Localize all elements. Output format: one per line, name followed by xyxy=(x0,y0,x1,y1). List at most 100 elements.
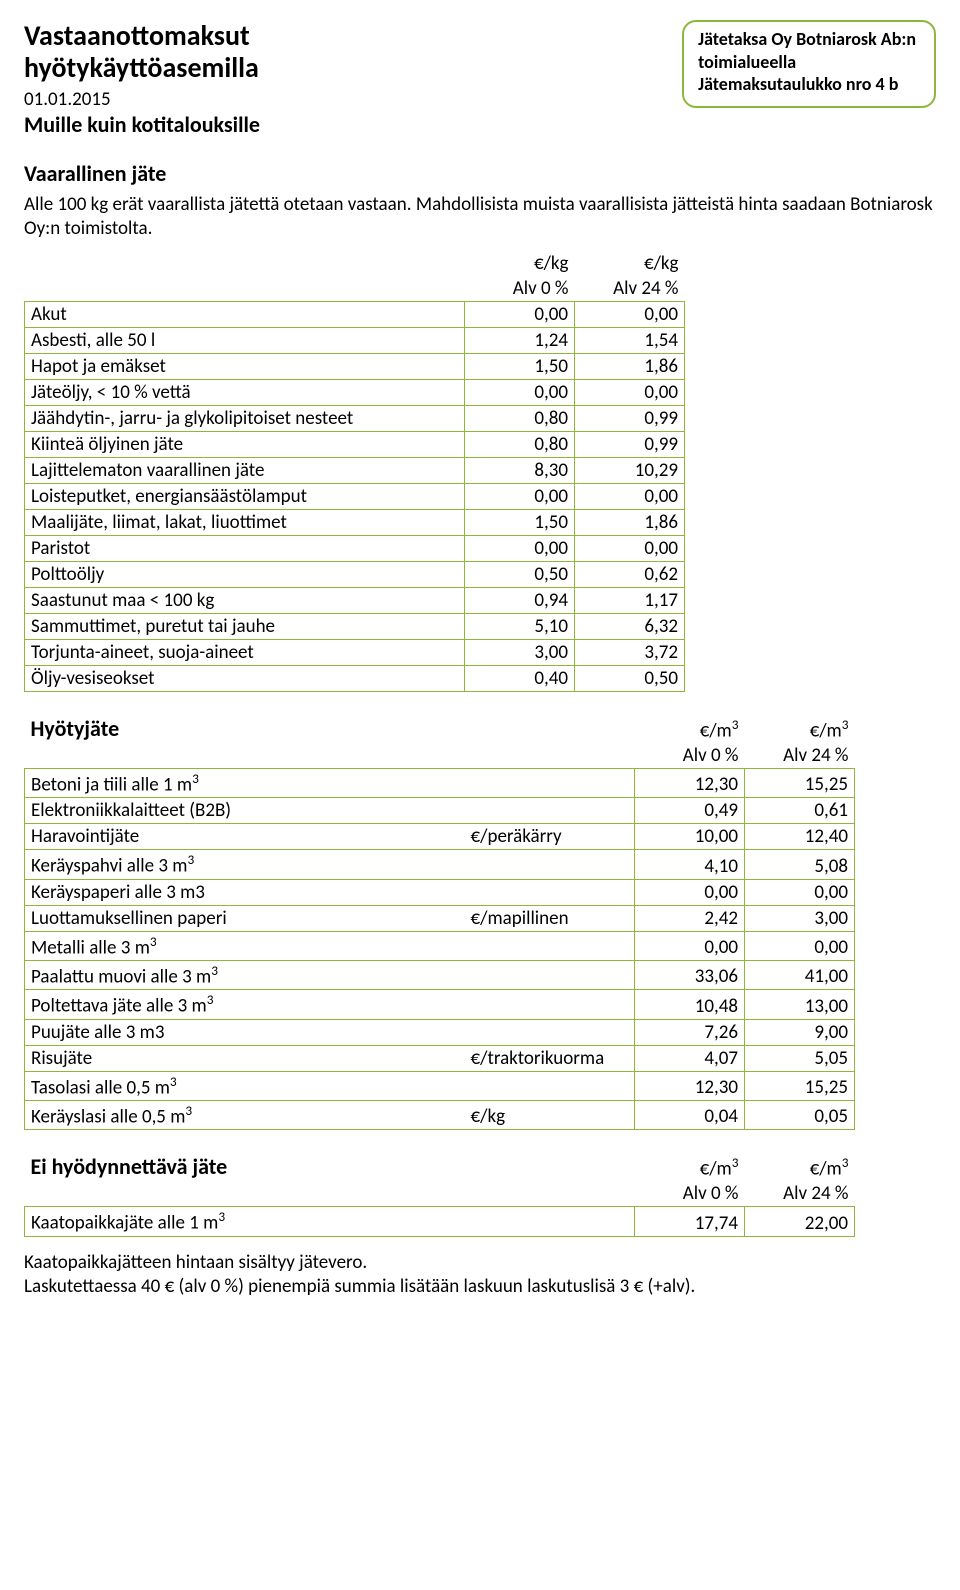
row-val2: 15,25 xyxy=(745,768,855,797)
alv-row: Alv 0 % Alv 24 % xyxy=(25,743,855,769)
unit1: €/m3 xyxy=(635,714,745,743)
row-extra xyxy=(465,879,635,905)
table-row: Keräyspahvi alle 3 m34,105,08 xyxy=(25,850,855,879)
row-val1: 3,00 xyxy=(465,639,575,665)
alv1: Alv 0 % xyxy=(465,276,575,302)
row-val2: 0,00 xyxy=(745,931,855,960)
alv1: Alv 0 % xyxy=(635,1181,745,1207)
row-val2: 1,86 xyxy=(575,509,685,535)
row-label: Betoni ja tiili alle 1 m3 xyxy=(25,768,465,797)
section1-intro: Alle 100 kg erät vaarallista jätettä ote… xyxy=(24,193,936,241)
row-label: Akut xyxy=(25,301,465,327)
title-date: 01.01.2015 xyxy=(24,88,670,111)
row-val2: 3,72 xyxy=(575,639,685,665)
row-val1: 17,74 xyxy=(635,1207,745,1236)
row-extra xyxy=(465,1071,635,1100)
row-val2: 0,00 xyxy=(575,379,685,405)
table-row: Polttoöljy0,500,62 xyxy=(25,561,685,587)
row-val1: 0,00 xyxy=(465,483,575,509)
row-extra: €/peräkärry xyxy=(465,824,635,850)
row-label: Keräyspahvi alle 3 m3 xyxy=(25,850,465,879)
info-box-line3: Jätemaksutaulukko nro 4 b xyxy=(698,73,916,96)
table-row: Loisteputket, energiansäästölamput0,000,… xyxy=(25,483,685,509)
row-val2: 0,99 xyxy=(575,431,685,457)
table-row: Asbesti, alle 50 l1,241,54 xyxy=(25,327,685,353)
row-val1: 1,24 xyxy=(465,327,575,353)
title-subtitle: Muille kuin kotitalouksille xyxy=(24,111,670,138)
row-extra xyxy=(465,1019,635,1045)
table-row: Metalli alle 3 m30,000,00 xyxy=(25,931,855,960)
table-row: Tasolasi alle 0,5 m312,3015,25 xyxy=(25,1071,855,1100)
row-extra xyxy=(465,850,635,879)
table-row: Torjunta-aineet, suoja-aineet3,003,72 xyxy=(25,639,685,665)
row-label: Lajittelematon vaarallinen jäte xyxy=(25,457,465,483)
row-val1: 0,80 xyxy=(465,431,575,457)
row-val1: 10,48 xyxy=(635,990,745,1019)
unit2: €/m3 xyxy=(745,1152,855,1181)
table-row: Akut0,000,00 xyxy=(25,301,685,327)
row-val1: 8,30 xyxy=(465,457,575,483)
table-row: Sammuttimet, puretut tai jauhe5,106,32 xyxy=(25,613,685,639)
row-val2: 0,00 xyxy=(575,535,685,561)
table-row: Paristot0,000,00 xyxy=(25,535,685,561)
row-val1: 0,80 xyxy=(465,405,575,431)
row-val2: 0,00 xyxy=(575,301,685,327)
table-row: Paalattu muovi alle 3 m333,0641,00 xyxy=(25,960,855,989)
row-val2: 1,54 xyxy=(575,327,685,353)
row-label: Poltettava jäte alle 3 m3 xyxy=(25,990,465,1019)
row-val2: 12,40 xyxy=(745,824,855,850)
row-label: Jäähdytin-, jarru- ja glykolipitoiset ne… xyxy=(25,405,465,431)
row-label: Paristot xyxy=(25,535,465,561)
header-left: Vastaanottomaksut hyötykäyttöasemilla 01… xyxy=(24,20,670,138)
row-val1: 12,30 xyxy=(635,768,745,797)
row-val2: 1,86 xyxy=(575,353,685,379)
alv2: Alv 24 % xyxy=(575,276,685,302)
row-val1: 7,26 xyxy=(635,1019,745,1045)
alv2: Alv 24 % xyxy=(745,1181,855,1207)
row-label: Luottamuksellinen paperi xyxy=(25,905,465,931)
row-extra: €/traktorikuorma xyxy=(465,1045,635,1071)
row-val2: 0,50 xyxy=(575,665,685,691)
row-val1: 1,50 xyxy=(465,353,575,379)
row-val1: 0,00 xyxy=(465,535,575,561)
table-row: Saastunut maa < 100 kg0,941,17 xyxy=(25,587,685,613)
row-val2: 0,61 xyxy=(745,798,855,824)
row-label: Kaatopaikkajäte alle 1 m3 xyxy=(25,1207,465,1236)
section3-heading: Ei hyödynnettävä jäte xyxy=(25,1152,465,1181)
row-val2: 41,00 xyxy=(745,960,855,989)
title-line2: hyötykäyttöasemilla xyxy=(24,52,670,84)
row-label: Risujäte xyxy=(25,1045,465,1071)
row-val2: 0,05 xyxy=(745,1100,855,1129)
row-label: Keräyspaperi alle 3 m3 xyxy=(25,879,465,905)
table-row: Poltettava jäte alle 3 m310,4813,00 xyxy=(25,990,855,1019)
footer-line2: Laskutettaessa 40 € (alv 0 %) pienempiä … xyxy=(24,1275,936,1300)
row-val1: 10,00 xyxy=(635,824,745,850)
row-val2: 0,99 xyxy=(575,405,685,431)
row-label: Tasolasi alle 0,5 m3 xyxy=(25,1071,465,1100)
row-val1: 0,00 xyxy=(635,879,745,905)
table-row: Luottamuksellinen paperi€/mapillinen2,42… xyxy=(25,905,855,931)
row-label: Asbesti, alle 50 l xyxy=(25,327,465,353)
row-val2: 9,00 xyxy=(745,1019,855,1045)
row-label: Keräyslasi alle 0,5 m3 xyxy=(25,1100,465,1129)
row-val2: 0,00 xyxy=(575,483,685,509)
table-row: Jäteöljy, < 10 % vettä0,000,00 xyxy=(25,379,685,405)
row-val1: 0,04 xyxy=(635,1100,745,1129)
table-row: Hapot ja emäkset1,501,86 xyxy=(25,353,685,379)
info-box-line2: toimialueella xyxy=(698,51,916,74)
row-label: Polttoöljy xyxy=(25,561,465,587)
row-label: Sammuttimet, puretut tai jauhe xyxy=(25,613,465,639)
table-row: Elektroniikkalaitteet (B2B)0,490,61 xyxy=(25,798,855,824)
row-val2: 10,29 xyxy=(575,457,685,483)
alv2: Alv 24 % xyxy=(745,743,855,769)
row-val1: 5,10 xyxy=(465,613,575,639)
row-extra xyxy=(465,768,635,797)
row-val2: 5,05 xyxy=(745,1045,855,1071)
row-val2: 5,08 xyxy=(745,850,855,879)
alv-row: Alv 0 % Alv 24 % xyxy=(25,276,685,302)
table-row: Betoni ja tiili alle 1 m3 12,3015,25 xyxy=(25,768,855,797)
section3-heading-row: Ei hyödynnettävä jäte €/m3 €/m3 xyxy=(25,1152,855,1181)
row-label: Maalijäte, liimat, lakat, liuottimet xyxy=(25,509,465,535)
table-row: Lajittelematon vaarallinen jäte8,3010,29 xyxy=(25,457,685,483)
row-label: Haravointijäte xyxy=(25,824,465,850)
